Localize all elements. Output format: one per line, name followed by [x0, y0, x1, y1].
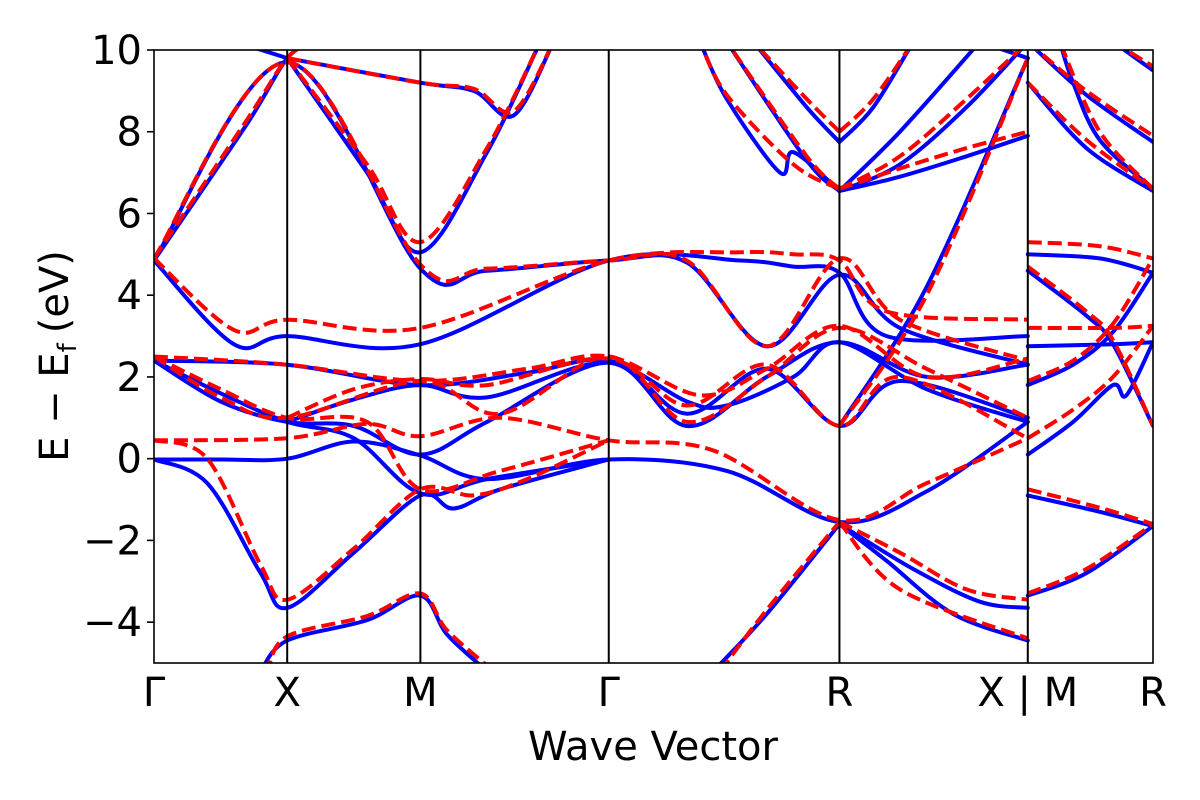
dashed-band-17: [730, 50, 841, 191]
x-axis-ticks: Γ X M Γ R X | M R: [143, 670, 1167, 716]
solid-band-12: [285, 50, 539, 255]
y-tick-label-6: 8: [117, 110, 142, 156]
dashed-band-10: [154, 249, 1028, 335]
solid-band-7: [154, 340, 1030, 424]
dashed-band-28: [1027, 522, 1153, 596]
x-tick-label-3: Γ: [598, 670, 621, 716]
solid-band-19: [837, 50, 976, 193]
y-tick-label-0: −4: [83, 600, 142, 646]
dashed-band-0: [154, 415, 1029, 523]
dashed-band-26: [1026, 324, 1153, 440]
solid-band-17: [837, 133, 1030, 193]
solid-band-29: [1025, 340, 1153, 457]
dashed-band-9: [286, 356, 1029, 441]
dashed-band-27: [1027, 487, 1153, 527]
dashed-band-32: [1122, 50, 1153, 69]
dashed-band-14: [154, 50, 300, 260]
dashed-band-6: [154, 354, 610, 494]
dashed-band-20: [701, 50, 841, 191]
y-tick-label-3: 2: [117, 355, 142, 401]
solid-band-33: [1033, 50, 1153, 144]
dashed-band-15: [838, 50, 1023, 191]
x-axis-title: Wave Vector: [528, 724, 779, 770]
y-tick-label-7: 10: [91, 28, 142, 74]
solid-band-6: [154, 358, 611, 497]
solid-band-4: [263, 593, 481, 663]
dashed-band-7: [154, 323, 1029, 398]
solid-band-3: [837, 522, 1030, 643]
dashed-band-3: [837, 520, 1029, 641]
dashed-band-13: [286, 50, 552, 115]
x-tick-label-6: R: [1139, 670, 1167, 716]
dashed-band-4: [267, 591, 488, 663]
y-axis-title-subscript: f: [53, 342, 83, 352]
dashed-band-2: [838, 520, 1029, 602]
y-tick-label-4: 4: [117, 273, 142, 319]
solid-band-9: [285, 360, 1030, 428]
solid-band-31: [1025, 524, 1153, 598]
dashed-band-29: [1026, 81, 1153, 191]
dashed-band-31: [1061, 50, 1153, 191]
solid-band-24: [997, 50, 1030, 61]
dashed-band-22: [1027, 240, 1153, 261]
y-tick-label-1: −2: [83, 518, 142, 564]
dashed-band-11: [154, 60, 1029, 363]
x-tick-label-0: Γ: [143, 670, 166, 716]
plot-frame: [153, 49, 1154, 664]
x-tick-label-4: R: [826, 670, 854, 716]
dashed-band-1: [154, 438, 610, 602]
y-axis-title-main: E − E: [32, 352, 78, 462]
x-tick-label-1: X: [273, 670, 300, 716]
solid-band-28: [1025, 270, 1153, 388]
solid-band-14: [154, 50, 300, 263]
solid-band-34: [1060, 50, 1153, 191]
solid-band-2: [837, 522, 1030, 610]
dashed-band-24: [1027, 323, 1153, 331]
dashed-band-23: [1026, 265, 1153, 427]
dashed-band-16: [838, 129, 1029, 191]
high-symmetry-lines: [286, 50, 1029, 663]
solid-band-15: [254, 50, 290, 61]
y-tick-label-5: 6: [117, 191, 142, 237]
solid-band-25: [1025, 252, 1153, 275]
y-axis-ticks: −4 −2 0 2 4 6 8 10: [83, 28, 154, 646]
y-tick-label-2: 0: [117, 437, 142, 483]
solid-band-32: [1025, 80, 1153, 193]
solid-band-30: [1025, 493, 1153, 529]
dashed-band-21: [837, 57, 1030, 428]
dashed-band-18: [758, 50, 841, 134]
y-axis-title-unit: (eV): [32, 250, 78, 333]
solid-band-10: [154, 252, 1030, 351]
y-axis-title: E − Ef (eV): [32, 250, 83, 462]
x-tick-label-5: X | M: [977, 670, 1078, 716]
x-tick-label-2: M: [403, 670, 438, 716]
dashed-band-5: [723, 520, 841, 663]
solid-band-27: [1025, 340, 1153, 349]
dashed-band-19: [838, 50, 911, 134]
dashed-band-25: [1026, 257, 1153, 383]
dashed-band-12: [285, 50, 539, 245]
